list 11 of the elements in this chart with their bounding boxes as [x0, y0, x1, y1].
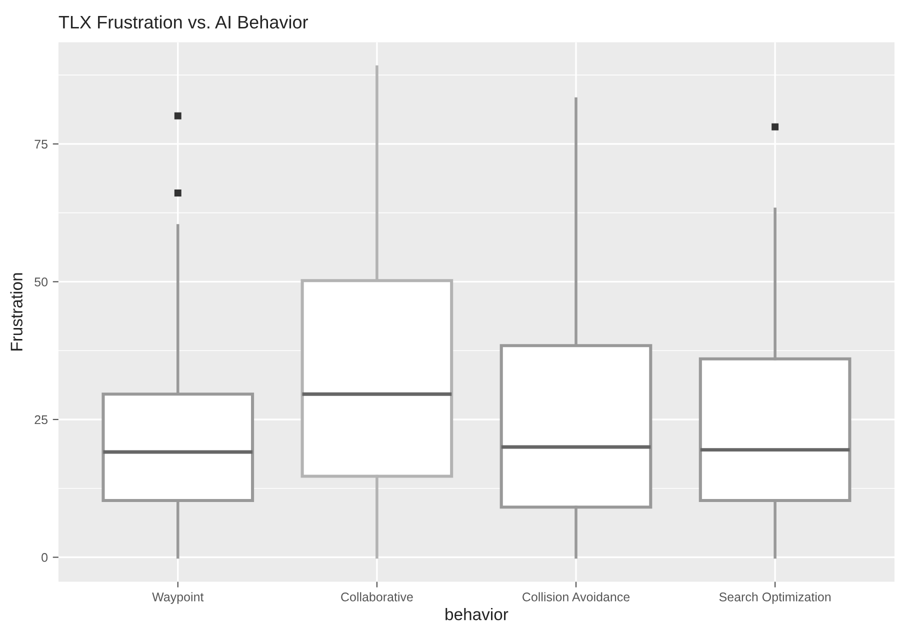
chart-title: TLX Frustration vs. AI Behavior	[58, 15, 308, 29]
y-tick-label: 75	[34, 140, 48, 149]
y-tick-label: 25	[34, 415, 48, 424]
x-tick-label: Collision Avoidance	[522, 592, 630, 602]
x-tick-label: Waypoint	[152, 592, 204, 604]
x-tick-label: Search Optimization	[719, 592, 831, 604]
x-tick-label: Collaborative	[341, 592, 413, 602]
y-tick-label: 0	[42, 553, 48, 562]
x-axis-title: behavior	[446, 608, 508, 620]
y-tick-label: 50	[34, 278, 48, 286]
y-axis-title: Frustration	[10, 273, 22, 350]
